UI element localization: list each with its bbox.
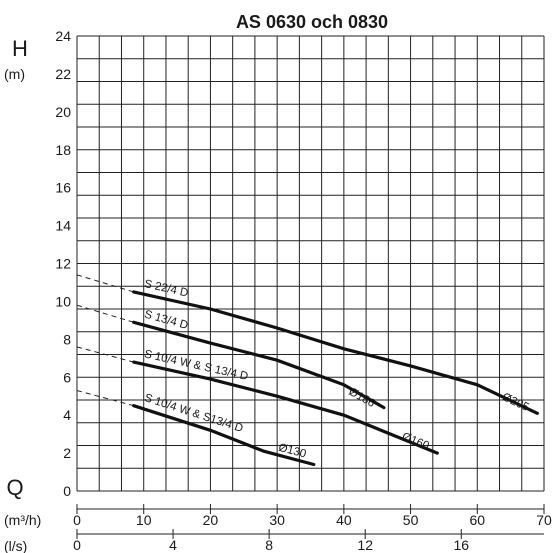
x-tick-labels: 0 10 20 30 40 50 60 70 0 4 8 12 16 — [73, 504, 552, 553]
y-tick-label: 20 — [55, 104, 71, 120]
series-impeller-label: Ø186 — [346, 386, 376, 410]
series-extrapolation-line — [76, 274, 134, 293]
series-extrapolation-line — [76, 346, 134, 363]
y-axis-symbol: H — [12, 36, 28, 61]
x-tick-label-primary: 0 — [73, 512, 81, 528]
y-axis-unit: (m) — [4, 66, 25, 82]
x-tick-label-primary: 40 — [336, 512, 352, 528]
y-tick-label: 24 — [55, 28, 71, 44]
series-curve — [132, 360, 439, 455]
x-tick-label-primary: 30 — [269, 512, 285, 528]
y-tick-label: 14 — [55, 218, 71, 234]
x-tick-label-primary: 20 — [203, 512, 219, 528]
y-tick-label: 0 — [63, 483, 71, 499]
x-tick-label-secondary: 16 — [453, 537, 469, 553]
y-tick-label: 10 — [55, 293, 71, 309]
x-axis-symbol: Q — [6, 475, 23, 500]
series-curve — [132, 320, 386, 410]
y-tick-label: 22 — [55, 66, 71, 82]
y-tick-label: 8 — [63, 331, 71, 347]
grid — [76, 35, 545, 492]
y-tick-label: 4 — [63, 407, 71, 423]
series-extrapolation-line — [76, 390, 134, 407]
chart-title: AS 0630 och 0830 — [236, 12, 388, 32]
x-axis-unit-secondary: (l/s) — [4, 538, 27, 553]
x-axis-unit-primary: (m³/h) — [4, 512, 41, 528]
x-tick-label-primary: 70 — [536, 512, 552, 528]
x-tick-label-primary: 50 — [403, 512, 419, 528]
series-curve — [132, 290, 539, 415]
series-impeller-label: Ø160 — [400, 431, 431, 453]
y-tick-label: 2 — [63, 445, 71, 461]
x-tick-label-primary: 60 — [469, 512, 485, 528]
x-tick-label-secondary: 12 — [357, 537, 373, 553]
x-tick-label-secondary: 0 — [73, 537, 81, 553]
y-tick-label: 16 — [55, 180, 71, 196]
series-name-label: S 10/4 W & S 13/4 D — [143, 348, 249, 383]
series-impeller-label: Ø205 — [500, 391, 531, 414]
series-extrapolation-line — [76, 304, 134, 323]
y-tick-label: 6 — [63, 369, 71, 385]
x-tick-label-secondary: 8 — [265, 537, 273, 553]
y-tick-label: 12 — [55, 256, 71, 272]
series-curve — [132, 404, 316, 467]
x-tick-label-secondary: 4 — [169, 537, 177, 553]
x-tick-label-primary: 10 — [136, 512, 152, 528]
y-tick-label: 18 — [55, 142, 71, 158]
